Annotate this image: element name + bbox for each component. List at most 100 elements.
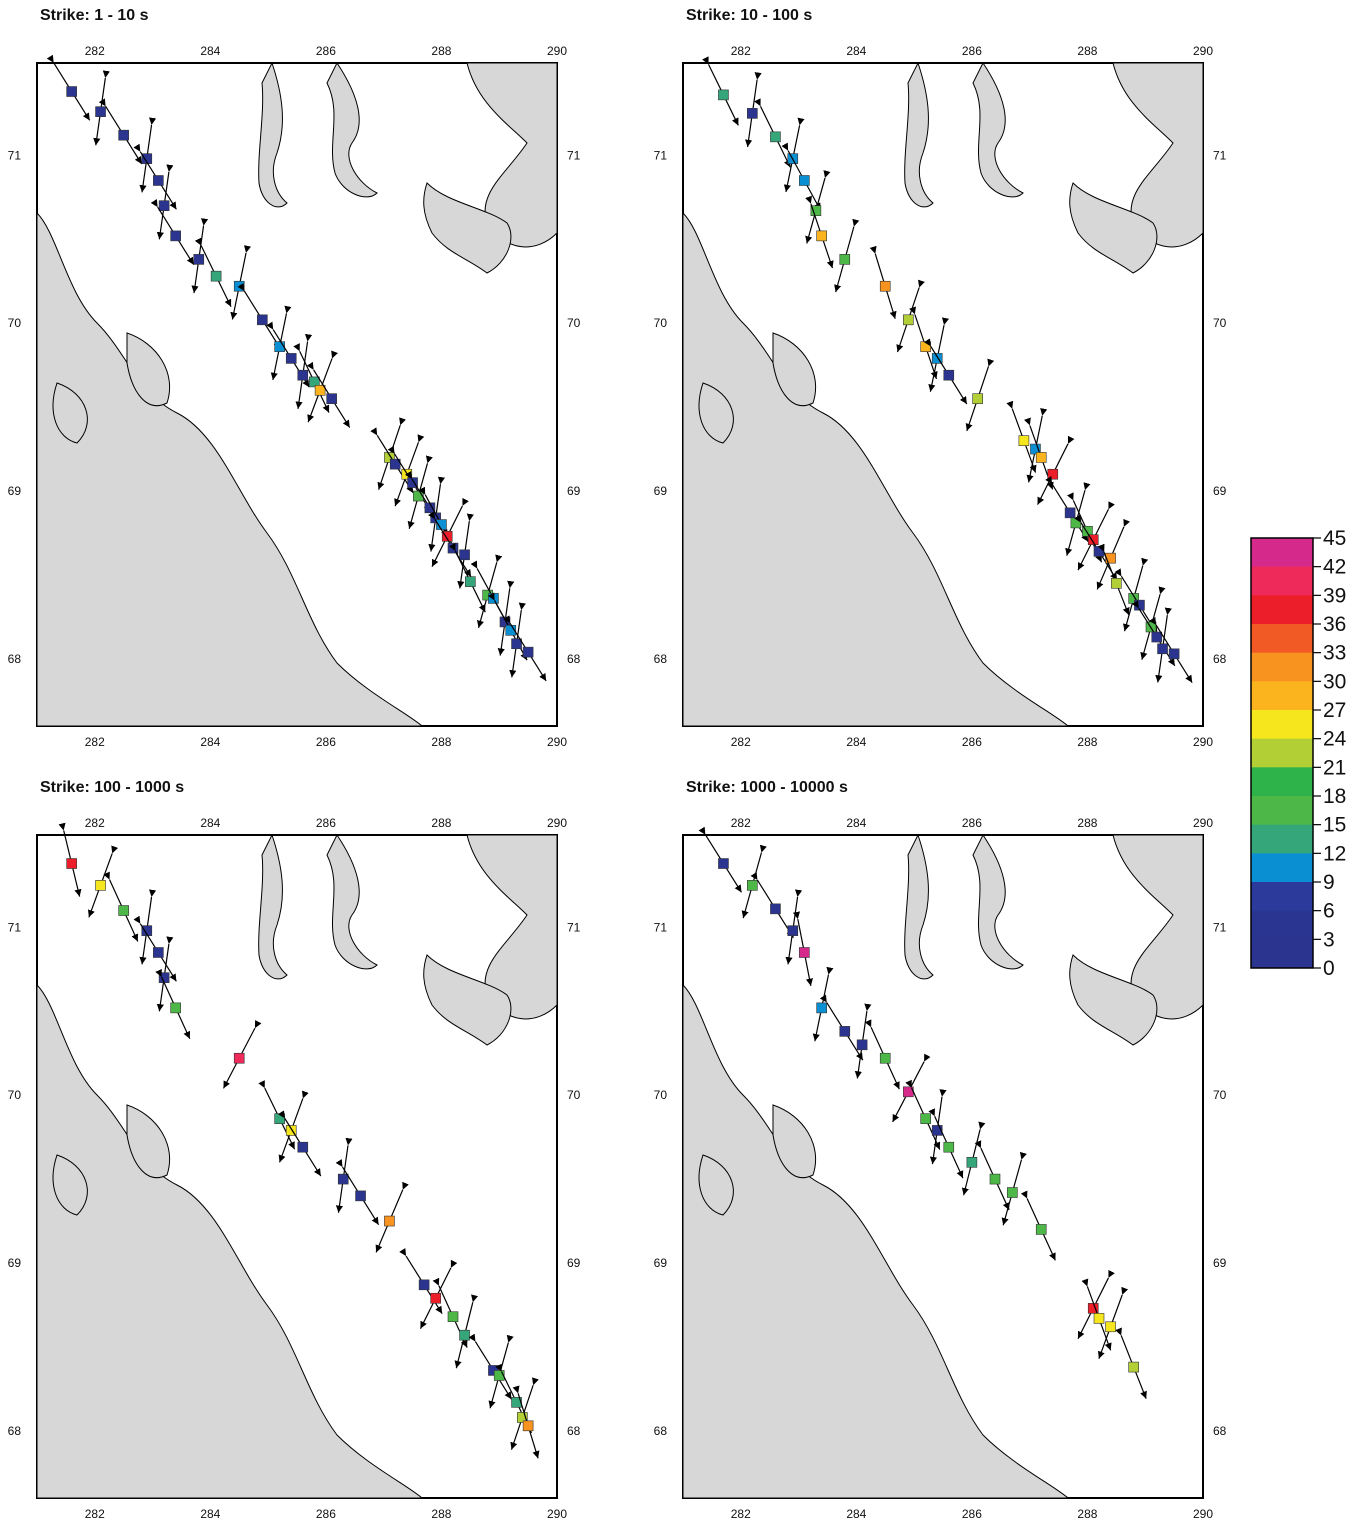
site-marker — [747, 108, 758, 119]
x-tick-label-bottom: 282 — [731, 1507, 751, 1521]
site-marker — [1070, 517, 1082, 529]
colorbar-label: 3 — [1323, 928, 1335, 951]
colorbar-swatch — [1251, 796, 1313, 826]
x-tick-label-top: 290 — [547, 816, 567, 830]
colorbar-label: 33 — [1323, 642, 1346, 665]
site-marker — [920, 341, 931, 352]
x-tick-label-bottom: 286 — [962, 1507, 982, 1521]
colorbar-label: 18 — [1323, 785, 1346, 808]
x-tick-label-top: 286 — [962, 44, 982, 58]
x-tick-label-top: 282 — [85, 816, 105, 830]
x-tick-label-top: 282 — [731, 816, 751, 830]
site-marker — [1035, 452, 1047, 463]
colorbar-swatch — [1251, 939, 1313, 969]
panel-title: Strike: 10 - 100 s — [686, 7, 812, 24]
y-tick-label-right: 71 — [1213, 148, 1227, 162]
y-tick-label-right: 68 — [567, 1424, 581, 1438]
colorbar-label: 21 — [1323, 756, 1346, 779]
colorbar-label: 30 — [1323, 670, 1346, 693]
site-marker — [787, 925, 799, 936]
site-marker — [193, 254, 205, 265]
site-marker — [839, 1026, 851, 1037]
y-tick-label-right: 68 — [1213, 652, 1227, 666]
site-marker — [430, 1292, 441, 1304]
site-marker — [839, 254, 851, 265]
site-marker — [972, 393, 983, 404]
site-marker — [1151, 631, 1163, 643]
colorbar-swatch — [1251, 652, 1313, 682]
site-marker — [326, 393, 337, 404]
colorbar-label: 6 — [1323, 900, 1335, 923]
x-tick-label-top: 288 — [431, 44, 451, 58]
x-tick-label-top: 282 — [731, 44, 751, 58]
site-layer — [46, 54, 547, 682]
site-marker — [285, 353, 297, 364]
site-marker — [1157, 643, 1168, 655]
axis-ticks: 282 282 284 284 286 286 288 288 290 290 71 71 70 70 69… — [8, 44, 581, 749]
y-tick-label-right: 69 — [567, 1256, 581, 1270]
site-marker — [447, 1311, 459, 1323]
colorbar-label: 45 — [1323, 527, 1346, 550]
site-marker — [1168, 648, 1180, 660]
site-marker — [856, 1039, 868, 1051]
x-tick-label-bottom: 288 — [1077, 1507, 1097, 1521]
site-marker — [816, 1002, 827, 1014]
colorbar-label: 36 — [1323, 613, 1346, 636]
site-marker — [118, 129, 129, 141]
site-marker — [1111, 578, 1122, 589]
x-tick-label-top: 290 — [1193, 816, 1213, 830]
colorbar-swatch — [1251, 853, 1313, 883]
y-tick-label-left: 71 — [654, 148, 668, 162]
site-marker — [770, 131, 781, 143]
colorbar-label: 12 — [1323, 842, 1346, 865]
site-marker — [233, 1052, 245, 1064]
site-marker — [459, 549, 470, 561]
site-marker — [1105, 552, 1116, 564]
y-tick-label-left: 68 — [654, 652, 668, 666]
site-marker — [118, 905, 129, 916]
site-marker — [297, 1141, 309, 1153]
site-marker — [488, 593, 499, 604]
map-panel-strike-1000-10000s: Strike: 1000 - 10000 s 28228228428428628… — [654, 779, 1227, 1521]
site-marker — [1105, 1321, 1116, 1333]
site-marker — [233, 280, 245, 292]
site-marker — [1128, 1361, 1139, 1373]
x-tick-label-top: 284 — [846, 44, 866, 58]
site-marker — [257, 314, 268, 326]
site-marker — [770, 903, 781, 915]
site-marker — [66, 86, 77, 97]
colorbar-label: 39 — [1323, 584, 1346, 607]
colorbar-swatch — [1251, 710, 1313, 740]
site-marker — [153, 175, 164, 186]
colorbar-label: 0 — [1323, 957, 1335, 980]
y-tick-label-left: 69 — [8, 484, 22, 498]
site-marker — [1064, 507, 1076, 519]
site-marker — [816, 230, 827, 242]
y-tick-label-right: 70 — [1213, 316, 1227, 330]
x-tick-label-top: 288 — [1077, 816, 1097, 830]
x-tick-label-bottom: 282 — [85, 1507, 105, 1521]
y-tick-label-left: 71 — [8, 148, 22, 162]
site-marker — [465, 576, 476, 587]
colorbar-swatch — [1251, 624, 1313, 654]
y-tick-label-right: 71 — [567, 920, 581, 934]
y-tick-label-right: 69 — [1213, 484, 1227, 498]
site-marker — [747, 880, 758, 891]
colorbar-swatch — [1251, 566, 1313, 596]
x-tick-label-top: 284 — [846, 816, 866, 830]
site-marker — [989, 1173, 1001, 1185]
site-marker — [274, 1113, 285, 1124]
site-marker — [1093, 546, 1105, 557]
colorbar-label: 24 — [1323, 728, 1347, 751]
colorbar-swatches — [1250, 537, 1314, 969]
site-marker — [384, 1215, 395, 1227]
site-layer — [698, 826, 1147, 1399]
site-marker — [943, 1141, 955, 1153]
site-marker — [493, 1370, 505, 1381]
x-tick-label-bottom: 284 — [846, 735, 866, 749]
x-tick-label-bottom: 284 — [846, 1507, 866, 1521]
x-tick-label-bottom: 290 — [1193, 735, 1213, 749]
colorbar-swatch — [1251, 767, 1313, 797]
site-marker — [1035, 1224, 1047, 1235]
